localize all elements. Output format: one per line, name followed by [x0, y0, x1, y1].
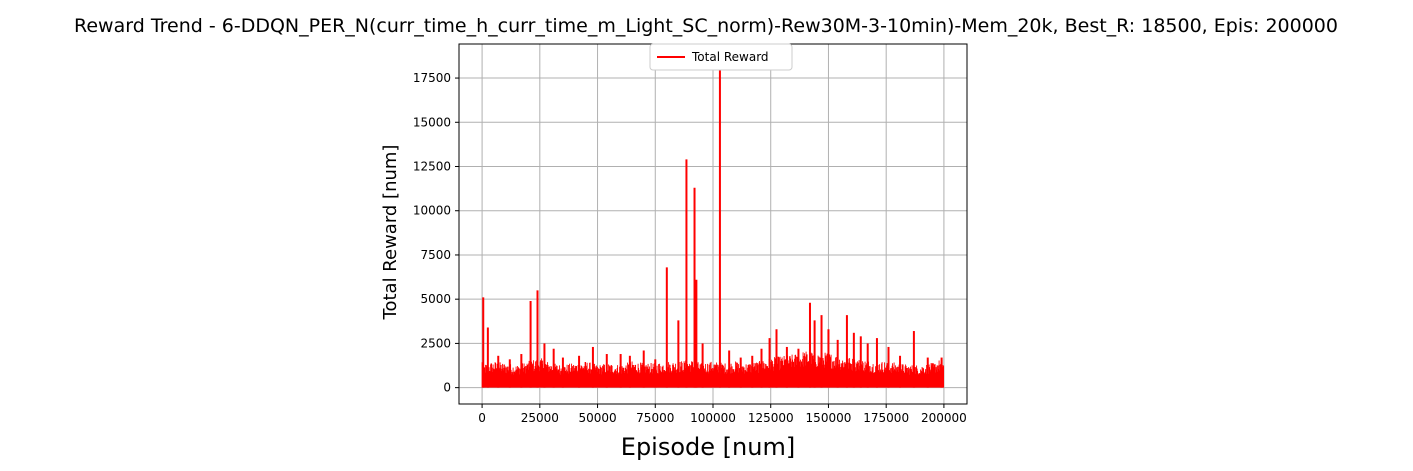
- y-tick-label: 15000: [413, 115, 451, 129]
- x-tick-label: 125000: [748, 411, 794, 425]
- legend-box: [649, 43, 793, 71]
- x-tick-label: 25000: [521, 411, 559, 425]
- x-axis-label: Episode [num]: [621, 433, 795, 461]
- chart-title: Reward Trend - 6-DDQN_PER_N(curr_time_h_…: [74, 15, 1338, 37]
- x-tick-label: 50000: [578, 411, 616, 425]
- y-tick-label: 5000: [420, 292, 451, 306]
- y-axis-label: Total Reward [num]: [380, 145, 401, 321]
- y-tick-label: 10000: [413, 204, 451, 218]
- y-tick-label: 17500: [413, 71, 451, 85]
- gridlines: [459, 44, 967, 404]
- x-tick-label: 0: [478, 411, 486, 425]
- x-tick-label: 175000: [863, 411, 909, 425]
- y-tick-label: 2500: [420, 336, 451, 350]
- y-tick-label: 0: [443, 381, 451, 395]
- series-total-reward: [481, 69, 945, 388]
- y-tick-label: 7500: [420, 248, 451, 262]
- x-tick-label: 150000: [806, 411, 852, 425]
- legend-label-total-reward: Total Reward: [691, 50, 769, 64]
- x-tick-label: 75000: [636, 411, 674, 425]
- x-tick-label: 200000: [921, 411, 967, 425]
- axis-ticks: 0 25000 50000 75000 100000 125000 150000 175000…: [413, 71, 967, 425]
- y-tick-label: 12500: [413, 160, 451, 174]
- x-tick-label: 100000: [690, 411, 736, 425]
- legend: Total Reward: [649, 43, 793, 71]
